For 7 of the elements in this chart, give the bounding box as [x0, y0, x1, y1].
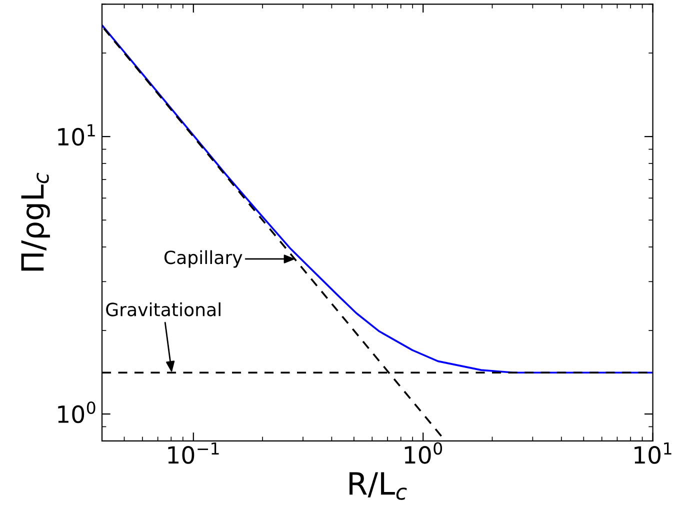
x-tick-label: 10$^{1}$ — [634, 442, 672, 464]
annotation: Capillary — [164, 250, 242, 268]
annotation: Gravitational — [106, 302, 220, 316]
x-tick-label: 10$^{0}$ — [404, 442, 442, 464]
y-axis-title: Π/ρgL$_{c}$ — [21, 172, 50, 271]
x-tick-label: 10$^{−1}$ — [168, 442, 219, 464]
x-axis-title: R/L$_{c}$ — [350, 472, 407, 500]
